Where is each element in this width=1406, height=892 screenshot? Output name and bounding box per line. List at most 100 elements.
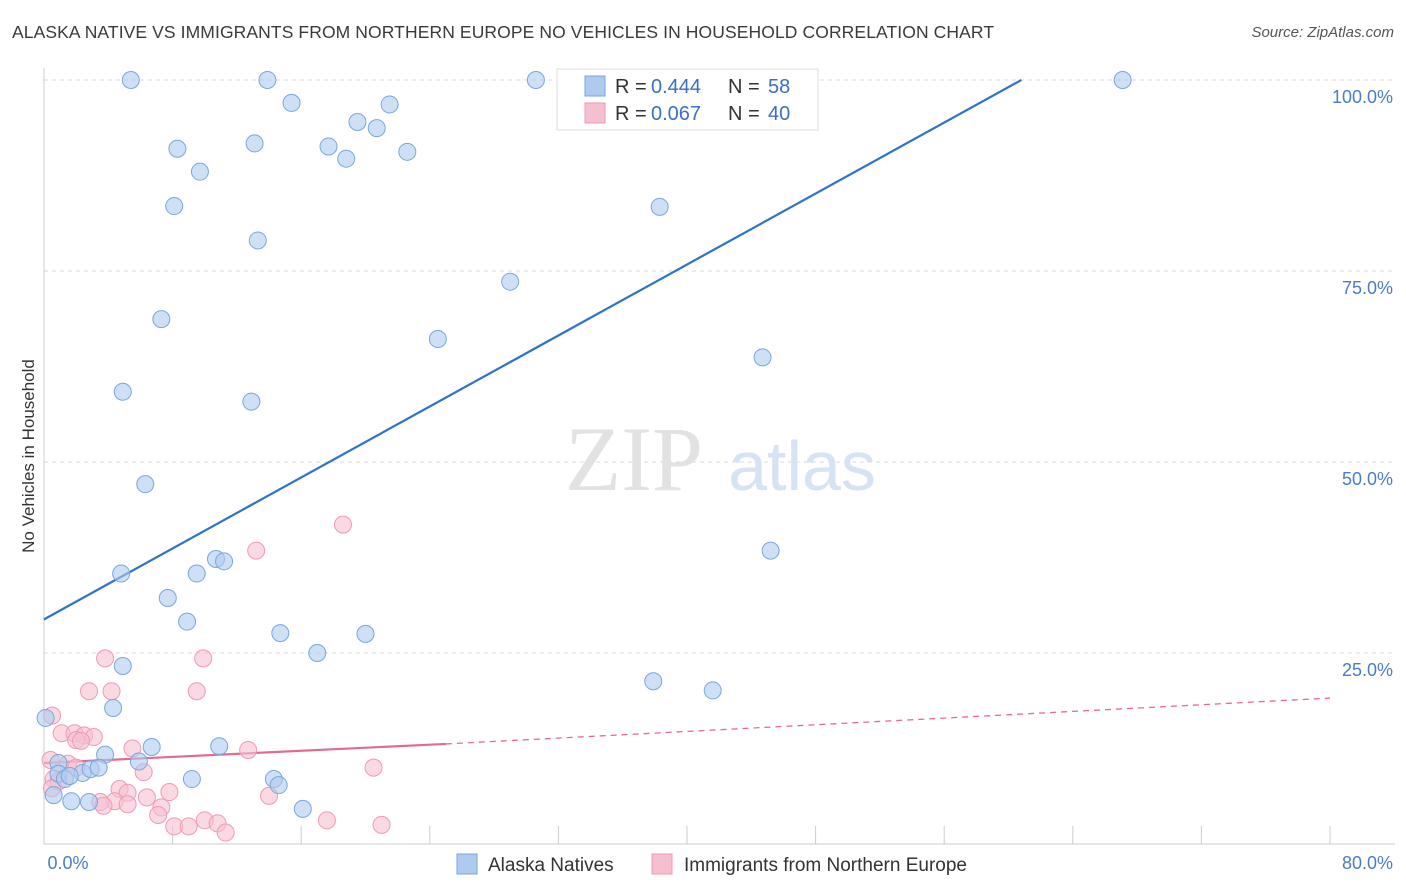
northern-europe-point <box>194 649 213 668</box>
alaska-native-point <box>761 541 780 560</box>
alaska-native-point <box>182 770 201 789</box>
alaska-native-point <box>428 329 447 348</box>
northern-europe-point <box>102 682 121 701</box>
northern-europe-point <box>333 515 352 534</box>
northern-europe-point <box>137 788 156 807</box>
grid-layer <box>43 68 1395 845</box>
alaska-native-point <box>210 737 229 756</box>
alaska-native-point <box>258 71 277 89</box>
alaska-native-point <box>245 134 264 153</box>
legend-swatch-pink <box>584 102 606 124</box>
alaska-native-point <box>308 644 327 662</box>
alaska-native-point <box>113 656 132 675</box>
y-tick-label: 50.0% <box>1342 469 1393 489</box>
alaska-native-point <box>356 624 375 643</box>
chart-source: Source: ZipAtlas.com <box>1251 24 1394 41</box>
y-tick-label: 75.0% <box>1342 278 1393 298</box>
northern-europe-point <box>247 541 266 560</box>
alaska-native-point <box>367 119 386 138</box>
alaska-native-point <box>348 113 367 132</box>
legend-swatch-blue <box>584 75 606 97</box>
northern-europe-point <box>71 731 90 750</box>
chart-title: ALASKA NATIVE VS IMMIGRANTS FROM NORTHER… <box>12 22 995 42</box>
points-layer <box>36 71 1132 842</box>
alaska-native-point <box>753 348 772 367</box>
legend-r-value-2: 0.067 <box>651 103 701 125</box>
alaska-native-point <box>168 139 187 158</box>
series-legend-label-2: Immigrants from Northern Europe <box>684 855 967 876</box>
northern-europe-point <box>372 815 391 834</box>
alaska-native-point <box>121 71 140 89</box>
alaska-native-point <box>104 699 123 718</box>
northern-europe-point <box>96 649 115 668</box>
northern-europe-point <box>364 758 383 777</box>
alaska-native-point <box>337 149 356 168</box>
alaska-native-point <box>190 162 209 181</box>
series-legend-label-1: Alaska Natives <box>488 855 614 876</box>
northern-europe-point <box>187 682 206 701</box>
watermark: ZIP atlas <box>565 408 876 510</box>
alaska-native-point <box>80 792 99 811</box>
alaska-native-point <box>526 71 545 89</box>
alaska-native-point <box>152 310 171 329</box>
alaska-native-point <box>89 758 108 777</box>
watermark-atlas: atlas <box>728 427 876 505</box>
alaska-native-point <box>136 475 155 494</box>
series-legend-swatch-pink <box>651 853 673 875</box>
series-legend-swatch-blue <box>456 853 478 875</box>
x-tick-label: 0.0% <box>47 853 88 873</box>
alaska-native-point <box>1113 71 1132 89</box>
alaska-native-point <box>242 392 261 411</box>
northern-europe-point <box>118 795 137 814</box>
x-tick-label: 80.0% <box>1342 853 1393 873</box>
alaska-native-point <box>187 564 206 583</box>
alaska-native-point <box>271 624 290 643</box>
alaska-native-point <box>248 231 267 250</box>
northern-europe-point <box>239 741 258 760</box>
alaska-native-point <box>36 708 55 727</box>
alaska-native-point <box>644 672 663 691</box>
legend-n-label-1: N = <box>728 76 760 98</box>
y-tick-label: 100.0% <box>1332 87 1393 107</box>
y-tick-label: 25.0% <box>1342 660 1393 680</box>
y-axis-title: No Vehicles in Household <box>19 359 38 553</box>
legend-r-label-2: R = <box>615 103 647 125</box>
northern-europe-point <box>179 817 198 836</box>
legend-n-value-2: 40 <box>768 103 790 125</box>
alaska-native-point <box>398 142 417 161</box>
alaska-native-point <box>60 767 79 786</box>
alaska-native-point <box>129 752 148 771</box>
alaska-native-point <box>703 681 722 700</box>
alaska-native-point <box>178 612 197 631</box>
alaska-native-point <box>44 786 63 805</box>
legend-r-label-1: R = <box>615 76 647 98</box>
alaska-native-point <box>113 382 132 401</box>
alaska-native-point <box>112 564 131 583</box>
alaska-native-point <box>142 737 161 756</box>
watermark-zip: ZIP <box>565 408 703 510</box>
alaska-native-point <box>269 776 288 795</box>
legend-n-label-2: N = <box>728 103 760 125</box>
legend-r-value-1: 0.444 <box>651 76 701 98</box>
alaska-native-point <box>650 197 669 216</box>
alaska-native-point <box>158 588 177 607</box>
alaska-native-point <box>319 137 338 156</box>
alaska-native-point <box>282 93 301 112</box>
alaska-native-point <box>501 272 520 291</box>
northern-europe-trendline-extension <box>445 697 1331 745</box>
alaska-native-point <box>215 552 234 571</box>
alaska-native-point <box>380 95 399 114</box>
axis-labels: 25.0% 50.0% 75.0% 100.0% 0.0% 80.0% <box>47 87 1393 873</box>
northern-europe-point <box>160 783 179 802</box>
alaska-native-point <box>62 792 81 811</box>
alaska-native-trendline <box>43 79 1022 621</box>
stats-legend: R = 0.444 N = 58 R = 0.067 N = 40 <box>556 68 819 131</box>
legend-n-value-1: 58 <box>768 76 790 98</box>
alaska-native-point <box>293 799 312 818</box>
alaska-native-point <box>165 197 184 216</box>
northern-europe-point <box>216 823 235 842</box>
northern-europe-point <box>80 682 99 701</box>
series-legend: Alaska Natives Immigrants from Northern … <box>456 853 967 876</box>
northern-europe-point <box>149 805 168 824</box>
